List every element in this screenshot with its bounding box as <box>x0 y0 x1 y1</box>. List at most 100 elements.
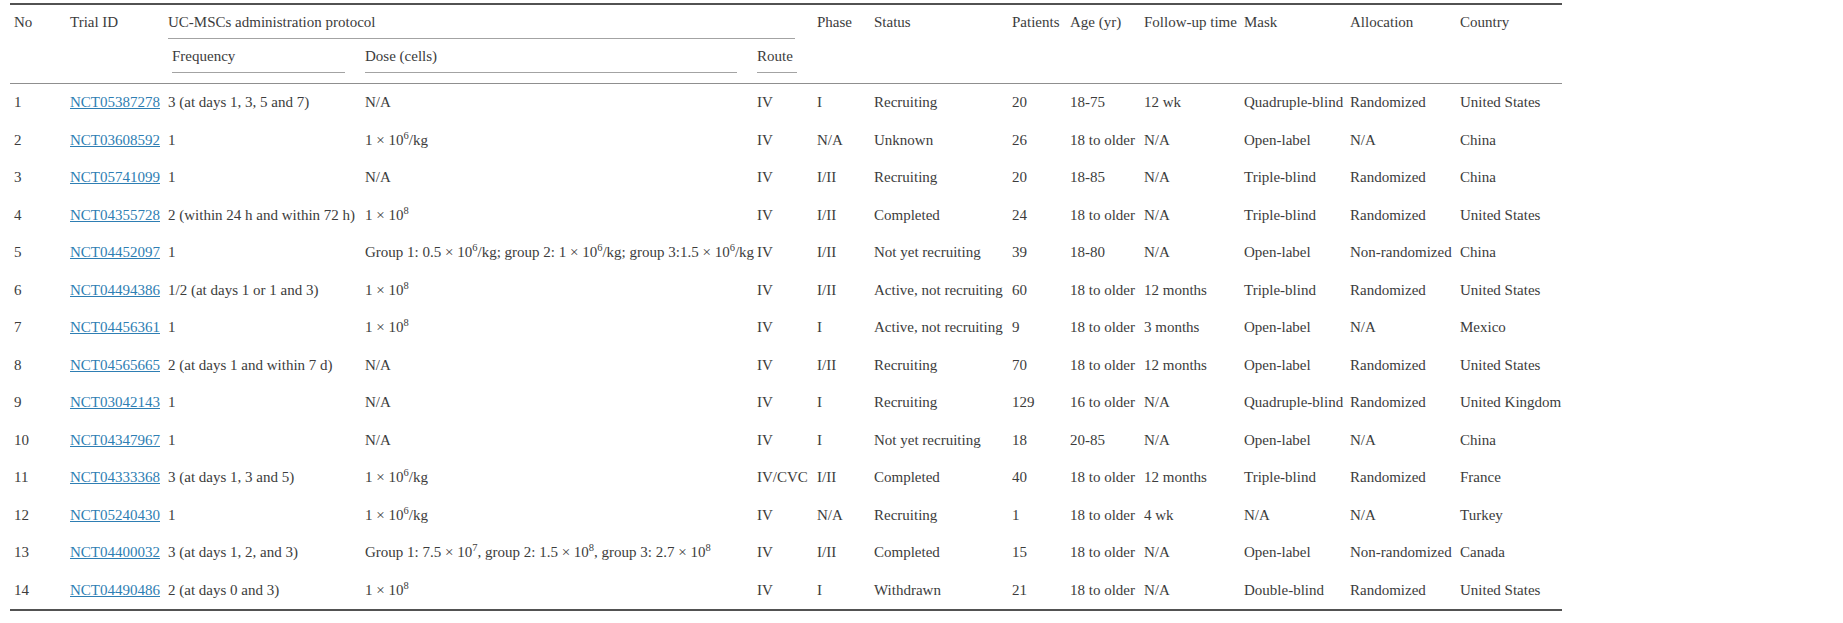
cell-frequency: 3 (at days 1, 3, 5 and 7) <box>168 84 365 122</box>
cell-dose: 1 × 108 <box>365 309 757 347</box>
cell-age: 18-75 <box>1070 84 1144 122</box>
trial-id-link[interactable]: NCT03042143 <box>70 394 160 410</box>
cell-no: 5 <box>10 234 70 272</box>
cell-patients: 9 <box>1012 309 1070 347</box>
trial-id-link[interactable]: NCT05387278 <box>70 94 160 110</box>
trial-id-link[interactable]: NCT04347967 <box>70 432 160 448</box>
cell-trial-id: NCT04333368 <box>70 459 168 497</box>
cell-phase: I <box>817 84 874 122</box>
trial-id-link[interactable]: NCT04494386 <box>70 282 160 298</box>
cell-country: United States <box>1460 347 1562 385</box>
cell-trial-id: NCT05387278 <box>70 84 168 122</box>
cell-no: 10 <box>10 422 70 460</box>
cell-status: Active, not recruiting <box>874 309 1012 347</box>
cell-allocation: Randomized <box>1350 197 1460 235</box>
cell-route: IV <box>757 159 817 197</box>
cell-phase: I <box>817 422 874 460</box>
trial-id-link[interactable]: NCT04400032 <box>70 544 160 560</box>
cell-follow-up: N/A <box>1144 534 1244 572</box>
cell-status: Not yet recruiting <box>874 422 1012 460</box>
cell-trial-id: NCT04452097 <box>70 234 168 272</box>
cell-mask: Open-label <box>1244 309 1350 347</box>
cell-phase: I <box>817 384 874 422</box>
column-header-age: Age (yr) <box>1070 4 1144 84</box>
cell-patients: 26 <box>1012 122 1070 160</box>
trial-id-link[interactable]: NCT04355728 <box>70 207 160 223</box>
cell-trial-id: NCT03042143 <box>70 384 168 422</box>
cell-age: 18 to older <box>1070 309 1144 347</box>
cell-no: 6 <box>10 272 70 310</box>
cell-route: IV <box>757 84 817 122</box>
table-row: 4NCT043557282 (within 24 h and within 72… <box>10 197 1562 235</box>
cell-status: Withdrawn <box>874 572 1012 611</box>
cell-phase: N/A <box>817 497 874 535</box>
cell-patients: 21 <box>1012 572 1070 611</box>
cell-no: 9 <box>10 384 70 422</box>
column-header-dose-label: Dose (cells) <box>365 48 737 73</box>
trial-id-link[interactable]: NCT04456361 <box>70 319 160 335</box>
cell-phase: I/II <box>817 459 874 497</box>
cell-allocation: Non-randomized <box>1350 234 1460 272</box>
clinical-trials-table: No Trial ID UC-MSCs administration proto… <box>10 3 1562 611</box>
cell-mask: Triple-blind <box>1244 197 1350 235</box>
cell-dose: N/A <box>365 84 757 122</box>
cell-allocation: N/A <box>1350 422 1460 460</box>
column-header-phase: Phase <box>817 4 874 84</box>
table-row: 10NCT043479671N/AIVINot yet recruiting18… <box>10 422 1562 460</box>
trial-id-link[interactable]: NCT03608592 <box>70 132 160 148</box>
table-row: 9NCT030421431N/AIVIRecruiting12916 to ol… <box>10 384 1562 422</box>
cell-route: IV <box>757 572 817 611</box>
cell-status: Recruiting <box>874 497 1012 535</box>
cell-follow-up: 12 months <box>1144 459 1244 497</box>
cell-mask: N/A <box>1244 497 1350 535</box>
trial-id-link[interactable]: NCT04490486 <box>70 582 160 598</box>
trial-id-link[interactable]: NCT04565665 <box>70 357 160 373</box>
cell-country: China <box>1460 122 1562 160</box>
table-row: 3NCT057410991N/AIVI/IIRecruiting2018-85N… <box>10 159 1562 197</box>
cell-status: Unknown <box>874 122 1012 160</box>
cell-no: 14 <box>10 572 70 611</box>
cell-mask: Triple-blind <box>1244 459 1350 497</box>
cell-trial-id: NCT04490486 <box>70 572 168 611</box>
column-header-frequency-label: Frequency <box>172 48 345 73</box>
cell-country: United States <box>1460 84 1562 122</box>
cell-follow-up: N/A <box>1144 122 1244 160</box>
cell-follow-up: N/A <box>1144 572 1244 611</box>
cell-trial-id: NCT05240430 <box>70 497 168 535</box>
cell-trial-id: NCT05741099 <box>70 159 168 197</box>
trial-id-link[interactable]: NCT05240430 <box>70 507 160 523</box>
column-group-protocol-label: UC-MSCs administration protocol <box>168 14 795 39</box>
cell-phase: I/II <box>817 347 874 385</box>
cell-no: 12 <box>10 497 70 535</box>
trial-id-link[interactable]: NCT05741099 <box>70 169 160 185</box>
cell-patients: 1 <box>1012 497 1070 535</box>
cell-phase: I/II <box>817 534 874 572</box>
cell-allocation: N/A <box>1350 122 1460 160</box>
cell-dose: N/A <box>365 159 757 197</box>
trial-id-link[interactable]: NCT04452097 <box>70 244 160 260</box>
cell-patients: 18 <box>1012 422 1070 460</box>
cell-no: 3 <box>10 159 70 197</box>
cell-no: 2 <box>10 122 70 160</box>
cell-frequency: 2 (at days 1 and within 7 d) <box>168 347 365 385</box>
cell-route: IV <box>757 272 817 310</box>
cell-mask: Triple-blind <box>1244 272 1350 310</box>
cell-frequency: 1/2 (at days 1 or 1 and 3) <box>168 272 365 310</box>
column-header-route: Route <box>757 39 817 84</box>
cell-dose: 1 × 108 <box>365 197 757 235</box>
cell-trial-id: NCT04347967 <box>70 422 168 460</box>
cell-route: IV <box>757 197 817 235</box>
table-body: 1NCT053872783 (at days 1, 3, 5 and 7)N/A… <box>10 84 1562 611</box>
cell-country: Turkey <box>1460 497 1562 535</box>
cell-route: IV <box>757 122 817 160</box>
cell-trial-id: NCT04565665 <box>70 347 168 385</box>
cell-phase: I/II <box>817 234 874 272</box>
cell-mask: Quadruple-blind <box>1244 84 1350 122</box>
trial-id-link[interactable]: NCT04333368 <box>70 469 160 485</box>
cell-dose: Group 1: 7.5 × 107, group 2: 1.5 × 108, … <box>365 534 757 572</box>
cell-age: 16 to older <box>1070 384 1144 422</box>
column-header-allocation: Allocation <box>1350 4 1460 84</box>
cell-frequency: 1 <box>168 309 365 347</box>
cell-country: United States <box>1460 197 1562 235</box>
table-row: 6NCT044943861/2 (at days 1 or 1 and 3)1 … <box>10 272 1562 310</box>
